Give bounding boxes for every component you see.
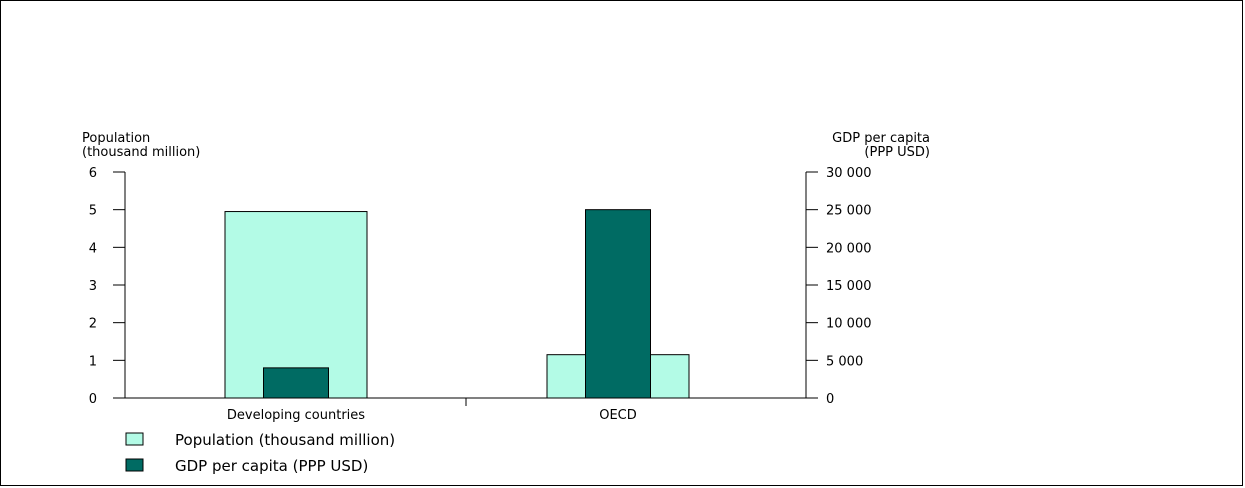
bar-population-0 [224, 211, 368, 399]
left-tick-label: 5 [89, 204, 97, 219]
left-axis-title-line-1: Population [82, 131, 150, 146]
right-axis-title-line-2: (PPP USD) [864, 145, 930, 160]
plot-area: 0 1 2 3 4 5 6 0 5 000 10 000 15 000 20 000 25 000 30 … [89, 166, 872, 423]
left-tick-label: 6 [89, 166, 97, 181]
left-tick-label: 4 [89, 241, 97, 256]
right-tick-label: 25 000 [826, 204, 872, 219]
left-axis-title-line-2: (thousand million) [82, 145, 200, 160]
legend-label-0: Population (thousand million) [175, 431, 395, 449]
category-label-0: Developing countries [227, 408, 365, 423]
left-tick-label: 2 [89, 317, 97, 332]
bar-gdp-1 [585, 209, 651, 399]
legend-label-1: GDP per capita (PPP USD) [175, 457, 368, 475]
right-tick-label: 15 000 [826, 279, 872, 294]
right-tick-label: 30 000 [826, 166, 872, 181]
right-tick-label: 20 000 [826, 241, 872, 256]
legend-swatch-0 [125, 432, 144, 446]
left-tick-label: 3 [89, 279, 97, 294]
bar-gdp-0 [263, 367, 329, 399]
right-tick-label: 0 [826, 392, 834, 407]
left-tick-label: 0 [89, 392, 97, 407]
left-tick-label: 1 [89, 354, 97, 369]
category-label-1: OECD [599, 408, 637, 423]
legend: Population (thousand million) GDP per cap… [125, 431, 395, 475]
right-tick-label: 5 000 [826, 354, 863, 369]
legend-swatch-1 [125, 458, 144, 472]
right-tick-label: 10 000 [826, 317, 872, 332]
right-axis-title-line-1: GDP per capita [832, 131, 930, 146]
